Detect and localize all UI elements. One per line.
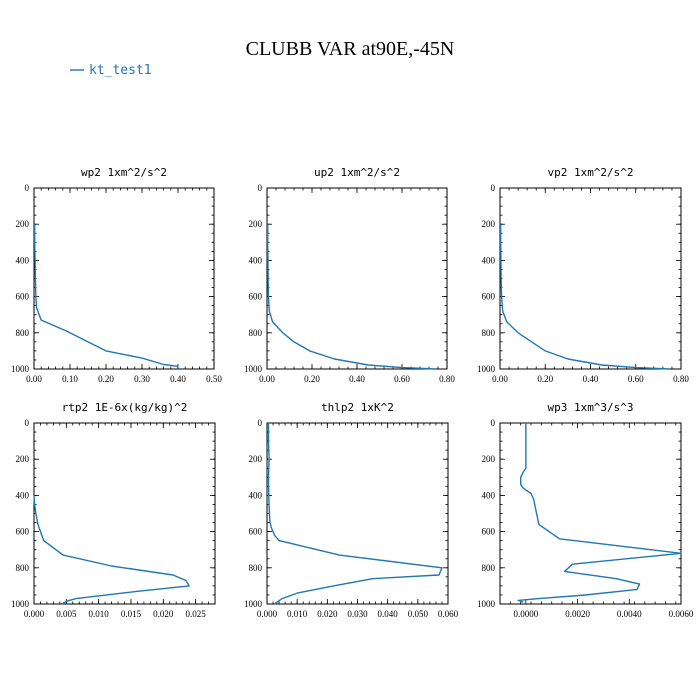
x-tick-label: 0.040 <box>378 609 399 619</box>
y-tick-label: 800 <box>249 328 263 338</box>
x-tick-label: 0.50 <box>206 374 222 384</box>
subplot-title: wp3 1xm^3/s^3 <box>547 401 633 414</box>
x-tick-label: 0.0000 <box>513 609 538 619</box>
series-line-kt_test1 <box>267 423 443 605</box>
y-tick-label: 600 <box>249 292 263 302</box>
series-line-kt_test1 <box>33 495 190 605</box>
y-tick-label: 400 <box>482 490 496 500</box>
y-tick-label: 800 <box>16 328 30 338</box>
x-tick-label: 0.40 <box>583 374 599 384</box>
subplot-3: vp2 1xm^2/s^2 0.00 0.20 0.40 0.60 0.80 0 200 400… <box>477 166 689 384</box>
x-tick-label: 0.80 <box>439 374 455 384</box>
y-tick-label: 200 <box>482 219 496 229</box>
y-tick-label: 1000 <box>11 599 30 609</box>
x-tick-label: 0.80 <box>673 374 689 384</box>
series-line-kt_test1 <box>517 423 682 603</box>
x-tick-label: 0.000 <box>24 609 45 619</box>
x-tick-label: 0.00 <box>259 374 275 384</box>
y-tick-label: 400 <box>16 490 30 500</box>
x-tick-label: 0.015 <box>121 609 142 619</box>
legend: kt_test1 <box>70 63 152 78</box>
x-tick-label: 0.030 <box>347 609 368 619</box>
y-tick-label: 600 <box>482 527 496 537</box>
subplot-6: wp3 1xm^3/s^3 0.0000 0.0020 0.0040 0.0060 0 20… <box>477 401 694 619</box>
y-tick-label: 1000 <box>477 364 496 374</box>
y-tick-label: 600 <box>249 527 263 537</box>
subplot-title: thlp2 1xK^2 <box>321 401 394 414</box>
y-tick-label: 800 <box>482 328 496 338</box>
x-tick-label: 0.30 <box>134 374 150 384</box>
x-tick-label: 0.010 <box>287 609 308 619</box>
subplot-4: rtp2 1E-6x(kg/kg)^2 0.000 0.005 0.010 0.015 0… <box>11 401 216 619</box>
y-tick-label: 600 <box>16 527 30 537</box>
x-tick-label: 0.20 <box>98 374 114 384</box>
x-tick-label: 0.010 <box>89 609 110 619</box>
y-tick-label: 0 <box>25 418 30 428</box>
y-tick-label: 200 <box>249 219 263 229</box>
x-tick-label: 0.40 <box>170 374 186 384</box>
x-tick-label: 0.060 <box>438 609 459 619</box>
y-tick-label: 800 <box>16 563 30 573</box>
x-tick-label: 0.60 <box>394 374 410 384</box>
y-tick-label: 200 <box>482 454 496 464</box>
y-tick-label: 600 <box>482 292 496 302</box>
y-tick-label: 800 <box>482 563 496 573</box>
x-tick-label: 0.020 <box>317 609 338 619</box>
subplot-2: up2 1xm^2/s^2 0.00 0.20 0.40 0.60 0.80 0 200 400… <box>244 166 455 384</box>
legend-label: kt_test1 <box>89 63 152 78</box>
series-line-kt_test1 <box>500 224 670 370</box>
x-tick-label: 0.40 <box>349 374 365 384</box>
series-line-kt_test1 <box>34 224 179 370</box>
y-tick-label: 800 <box>249 563 263 573</box>
x-tick-label: 0.050 <box>408 609 429 619</box>
x-tick-label: 0.005 <box>56 609 77 619</box>
y-tick-label: 1000 <box>11 364 30 374</box>
x-tick-label: 0.0060 <box>669 609 694 619</box>
figure-title: CLUBB VAR at90E,-45N <box>246 38 455 60</box>
y-tick-label: 200 <box>249 454 263 464</box>
subplot-title: up2 1xm^2/s^2 <box>314 166 400 179</box>
y-tick-label: 1000 <box>244 599 263 609</box>
y-tick-label: 200 <box>16 454 30 464</box>
y-tick-label: 1000 <box>477 599 496 609</box>
subplot-title: wp2 1xm^2/s^2 <box>81 166 167 179</box>
x-tick-label: 0.025 <box>185 609 206 619</box>
y-tick-label: 0 <box>491 418 496 428</box>
series-line-kt_test1 <box>267 224 436 370</box>
x-tick-label: 0.20 <box>304 374 320 384</box>
x-tick-label: 0.000 <box>257 609 278 619</box>
y-tick-label: 600 <box>16 292 30 302</box>
y-tick-label: 400 <box>249 255 263 265</box>
x-tick-label: 0.60 <box>628 374 644 384</box>
x-tick-label: 0.00 <box>492 374 508 384</box>
y-tick-label: 1000 <box>244 364 263 374</box>
y-tick-label: 0 <box>491 183 496 193</box>
y-tick-label: 400 <box>249 490 263 500</box>
subplot-title: vp2 1xm^2/s^2 <box>547 166 633 179</box>
x-tick-label: 0.020 <box>153 609 174 619</box>
y-tick-label: 0 <box>258 418 263 428</box>
subplot-grid: wp2 1xm^2/s^2 0.00 0.10 0.20 0.30 0.40 0.50 0 20… <box>11 166 694 619</box>
x-tick-label: 0.20 <box>537 374 553 384</box>
x-tick-label: 0.00 <box>26 374 42 384</box>
subplot-5: thlp2 1xK^2 0.000 0.010 0.020 0.030 0.040 0.05… <box>244 401 459 619</box>
x-tick-label: 0.10 <box>62 374 78 384</box>
x-tick-label: 0.0040 <box>617 609 642 619</box>
y-tick-label: 400 <box>16 255 30 265</box>
y-tick-label: 0 <box>258 183 263 193</box>
y-tick-label: 0 <box>25 183 30 193</box>
y-tick-label: 400 <box>482 255 496 265</box>
subplot-title: rtp2 1E-6x(kg/kg)^2 <box>62 401 188 414</box>
y-tick-label: 200 <box>16 219 30 229</box>
x-tick-label: 0.0020 <box>565 609 590 619</box>
subplot-1: wp2 1xm^2/s^2 0.00 0.10 0.20 0.30 0.40 0.50 0 20… <box>11 166 222 384</box>
